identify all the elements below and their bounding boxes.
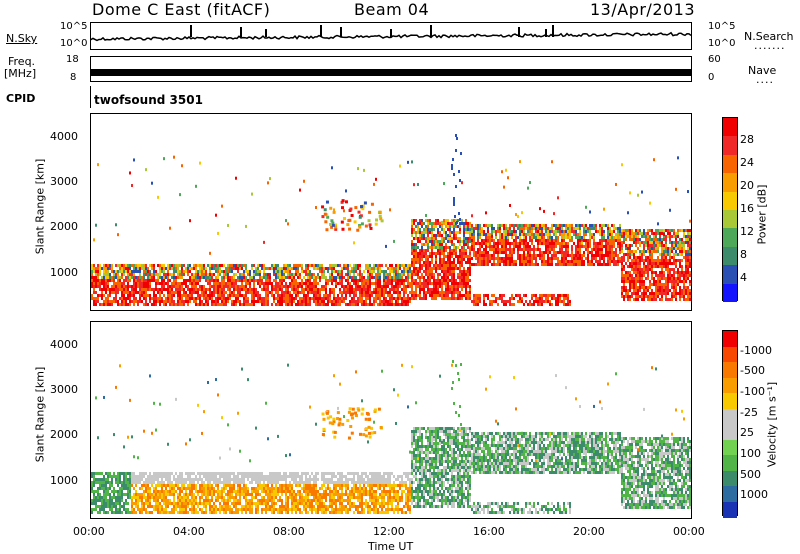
power-heatmap-cells [91, 134, 691, 306]
colorbar-segment [723, 470, 737, 487]
range-tick-label: 3000 [50, 175, 78, 189]
colorbar-segment [723, 362, 737, 378]
colorbar-segment [723, 424, 737, 440]
beam-label: Beam 04 [354, 0, 430, 19]
colorbar-segment [723, 210, 737, 229]
power-heatmap [91, 134, 691, 306]
colorbar-segment [723, 136, 737, 156]
chart-title: Dome C East (fitACF) [92, 0, 271, 19]
time-tick-label: 12:00 [373, 525, 405, 538]
date-label: 13/Apr/2013 [590, 0, 696, 19]
range-tick-label: 1000 [50, 473, 78, 487]
nsky-panel [90, 22, 692, 50]
colorbar-tick-label: 16 [740, 202, 754, 215]
freq-top-tick: 18 [66, 54, 79, 65]
range-tick-label: 4000 [50, 337, 78, 351]
colorbar-segment [723, 501, 737, 518]
colorbar-segment [723, 346, 737, 363]
time-tick-label: 16:00 [473, 525, 505, 538]
colorbar-tick-label: 28 [740, 133, 754, 146]
nsearch-bottom-tick: 10^0 [708, 38, 736, 49]
time-tick-label: 00:00 [73, 525, 105, 538]
nsky-trace [90, 25, 692, 42]
freq-unit: [MHz] [4, 67, 37, 80]
colorbar-segment [723, 393, 737, 409]
range-tick-label: 3000 [50, 383, 78, 397]
velocity-colorbar [722, 330, 738, 518]
time-axis-label: Time UT [368, 540, 414, 553]
colorbar-tick-label: 12 [740, 225, 754, 238]
colorbar-segment [723, 377, 737, 394]
time-tick-label: 08:00 [273, 525, 305, 538]
cpid-label: CPID [6, 92, 36, 105]
velocity-heatmap [91, 360, 691, 514]
colorbar-segment [723, 228, 737, 248]
power-panel [90, 113, 692, 311]
colorbar-segment [723, 191, 737, 211]
freq-panel [90, 56, 692, 82]
velocity-ylabel: Slant Range [km] [33, 366, 47, 463]
nave-bottom-tick: 0 [708, 72, 715, 83]
time-tick-label: 00:00 [673, 525, 705, 538]
nsky-bottom-tick: 10^0 [60, 38, 88, 49]
power-ylabel: Slant Range [km] [33, 158, 47, 255]
power-colorbar [722, 117, 738, 303]
colorbar-segment [723, 154, 737, 174]
freq-bottom-tick: 8 [70, 72, 77, 83]
colorbar-tick-label: 8 [740, 248, 747, 261]
range-tick-label: 1000 [50, 265, 78, 279]
freq-trace [91, 69, 691, 76]
nsky-top-tick: 10^5 [60, 21, 88, 32]
power-colorbar-label: Power [dB] [755, 184, 769, 245]
colorbar-segment [723, 439, 737, 456]
nsky-label: N.Sky [6, 32, 38, 45]
colorbar-segment [723, 283, 737, 303]
cpid-value: twofsound 3501 [94, 93, 203, 107]
colorbar-segment [723, 265, 737, 285]
colorbar-segment [723, 408, 737, 425]
freq-label: Freq. [8, 55, 36, 68]
colorbar-segment [723, 118, 737, 137]
colorbar-segment [723, 246, 737, 266]
velocity-panel [90, 321, 692, 519]
cpid-divider [90, 86, 91, 108]
nsearch-top-tick: 10^5 [708, 21, 736, 32]
colorbar-tick-label: -1000 [740, 343, 772, 357]
colorbar-tick-label: 1000 [740, 488, 768, 502]
velocity-colorbar-label: Velocity [m s⁻¹] [765, 381, 779, 468]
colorbar-tick-label: 24 [740, 156, 754, 169]
time-tick-label: 04:00 [173, 525, 205, 538]
nave-label: Nave [748, 64, 777, 77]
colorbar-segment [723, 486, 737, 502]
colorbar-tick-label: 20 [740, 179, 754, 192]
range-tick-label: 2000 [50, 220, 78, 234]
colorbar-tick-label: -25 [740, 405, 758, 419]
range-tick-label: 2000 [50, 428, 78, 442]
nsky-trace-line [90, 31, 692, 42]
colorbar-segment [723, 173, 737, 193]
colorbar-segment [723, 455, 737, 471]
colorbar-tick-label: 25 [740, 426, 754, 440]
velocity-heatmap-cells [91, 360, 691, 514]
colorbar-segment [723, 331, 737, 347]
nsearch-dots: ....... [754, 39, 786, 52]
colorbar-tick-label: -100 [740, 385, 765, 398]
nave-dots: .... [756, 73, 774, 86]
time-tick-label: 20:00 [573, 525, 605, 538]
colorbar-tick-label: 4 [740, 271, 747, 284]
range-tick-label: 4000 [50, 129, 78, 143]
colorbar-tick-label: 100 [740, 447, 761, 460]
nave-top-tick: 60 [708, 54, 721, 65]
colorbar-tick-label: 500 [740, 467, 761, 481]
colorbar-tick-label: -500 [740, 364, 765, 378]
nsearch-label: N.Search [744, 30, 794, 43]
